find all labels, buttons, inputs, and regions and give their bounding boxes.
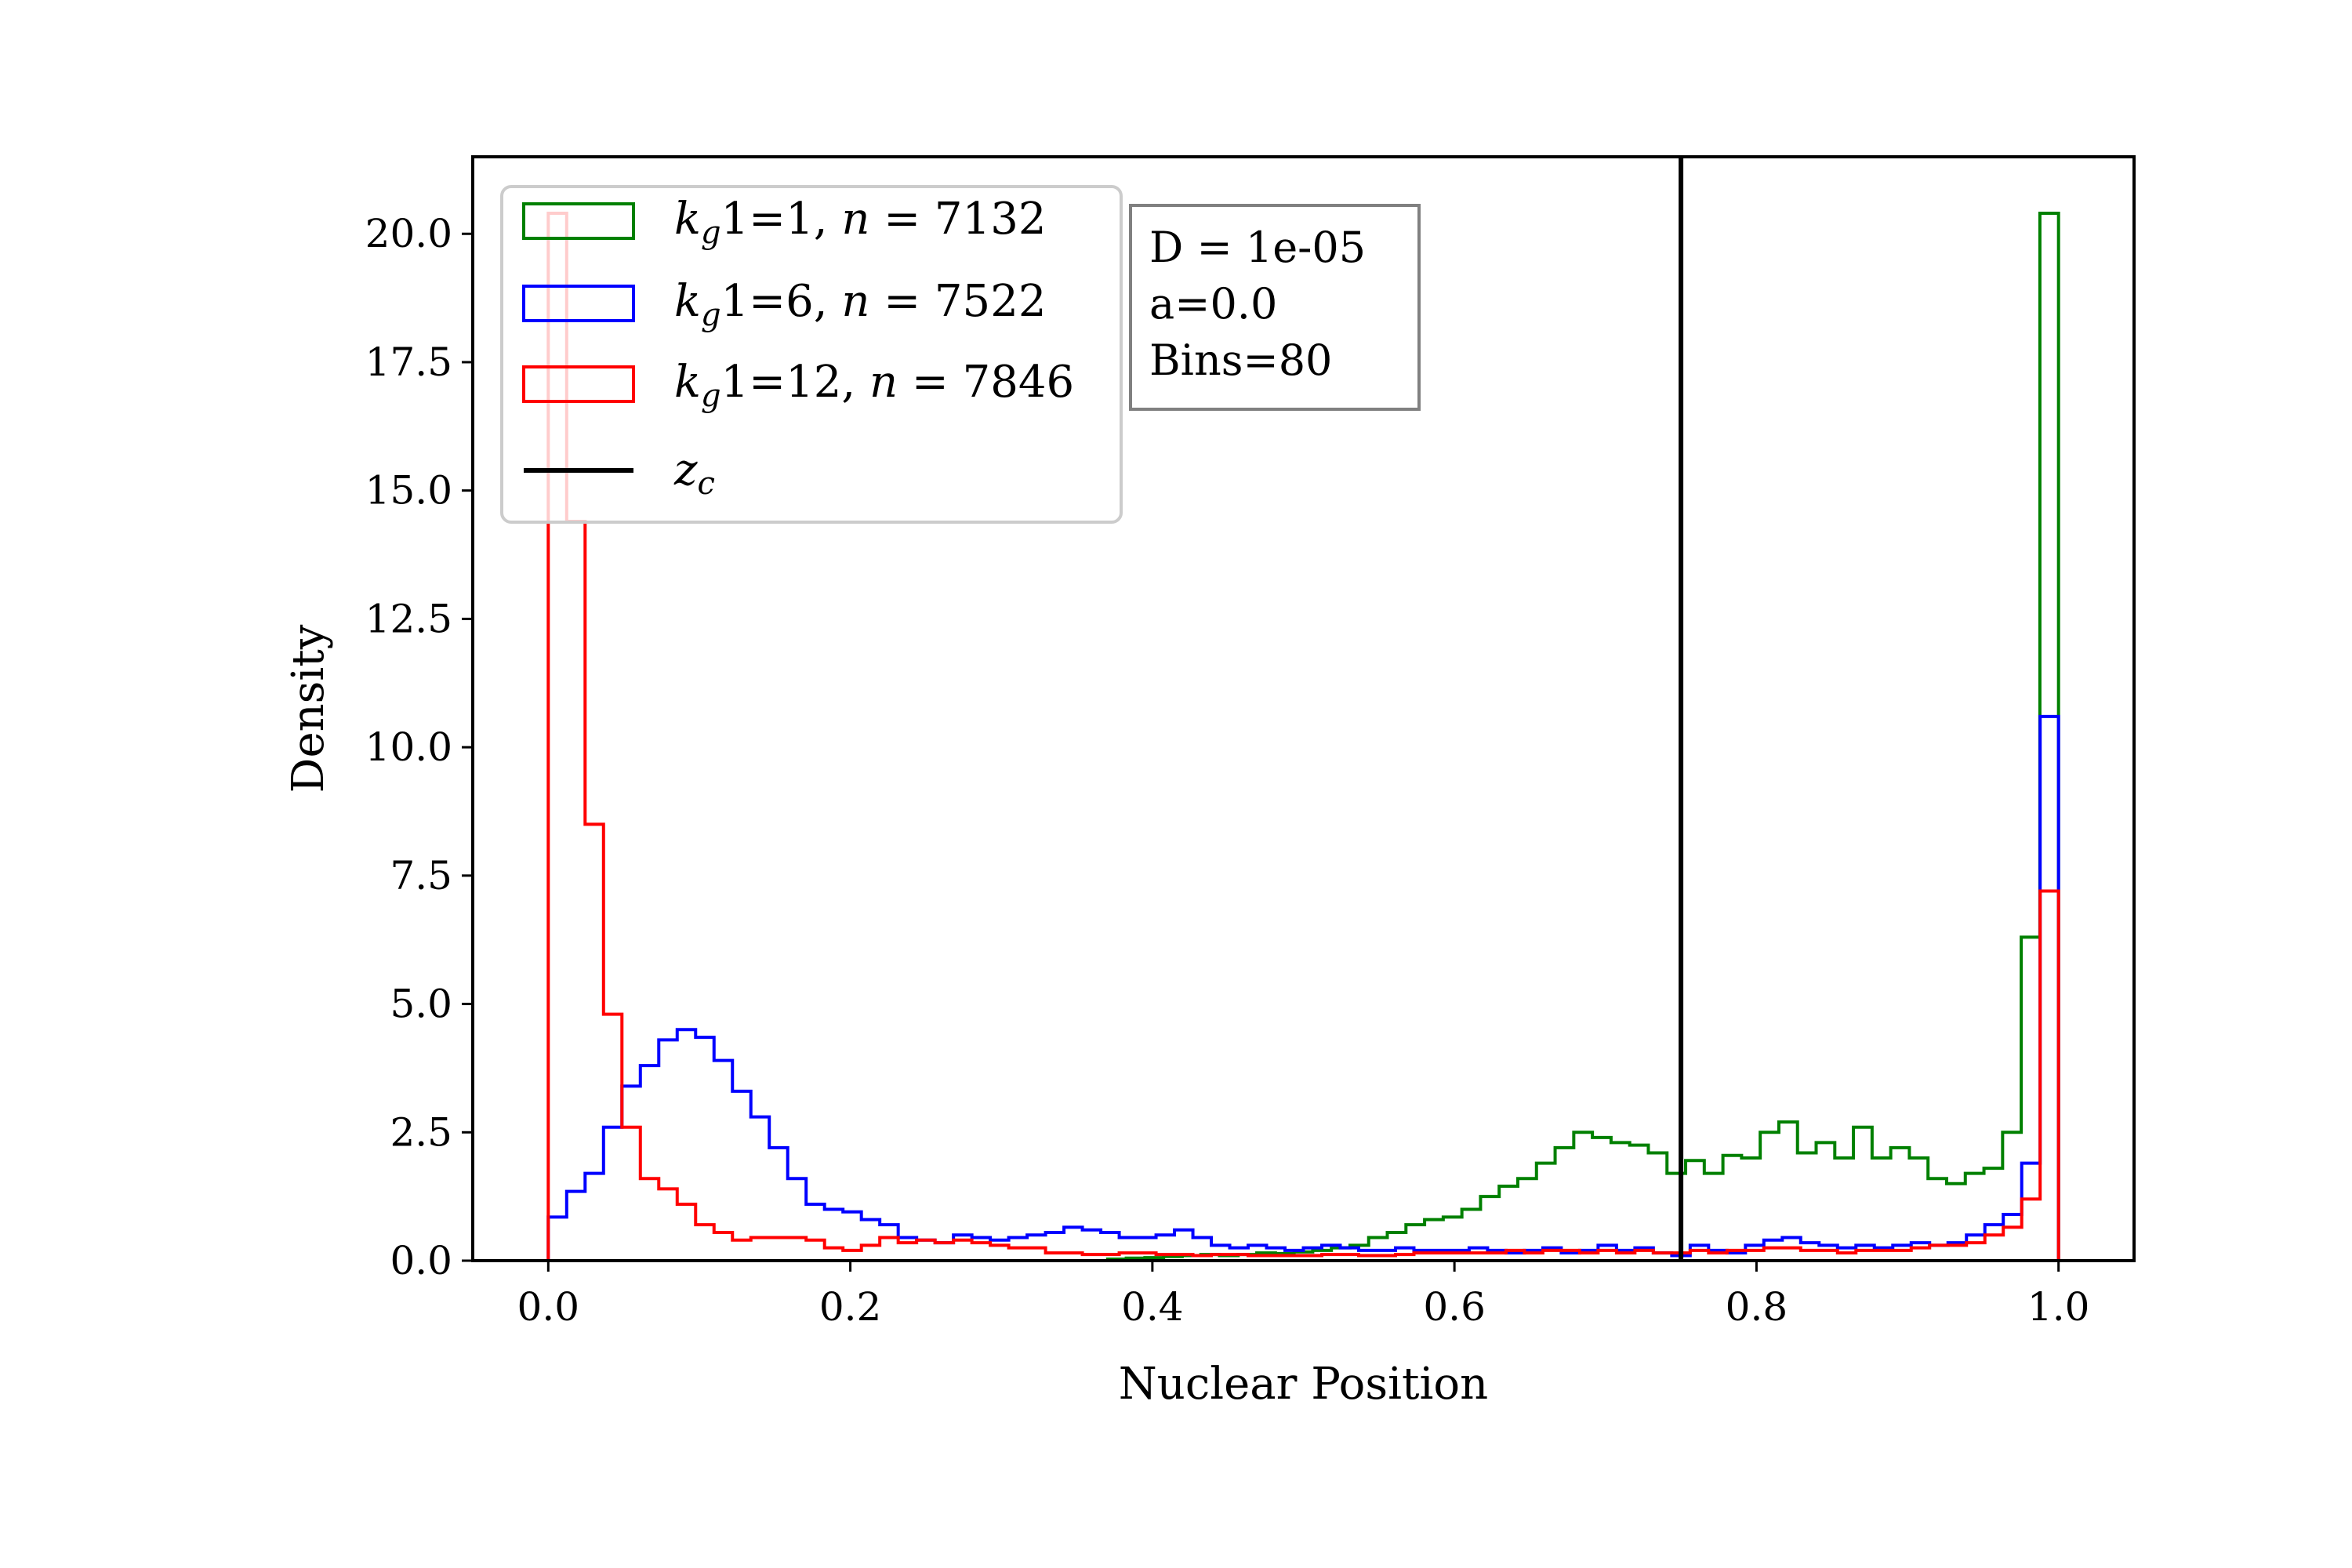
info-box: D = 1e-05 a=0.0 Bins=80 xyxy=(1129,204,1421,411)
legend-swatch-3 xyxy=(522,365,635,403)
info-line-a: a=0.0 xyxy=(1149,279,1277,328)
x-axis-label: Nuclear Position xyxy=(1119,1359,1488,1410)
legend-label-zc: zc xyxy=(673,445,715,502)
legend-label-2: kg1=6, n = 7522 xyxy=(674,276,1046,333)
legend-entries: kg1=1, n = 7132 kg1=6, n = 7522 kg1=12, n … xyxy=(522,194,1074,502)
info-line-diffusion: D = 1e-05 xyxy=(1149,223,1366,272)
y-tick-label: 5.0 xyxy=(390,982,452,1027)
legend-box xyxy=(500,185,1123,524)
legend-label-1: kg1=1, n = 7132 xyxy=(674,194,1046,251)
y-tick-label: 15.0 xyxy=(365,468,452,514)
y-tick-label: 12.5 xyxy=(365,596,452,641)
y-tick-label: 17.5 xyxy=(365,339,452,385)
y-axis-ticks: 0.0 2.5 5.0 7.5 10.0 12.5 15.0 17.5 20.0 xyxy=(365,211,473,1283)
info-line-bins: Bins=80 xyxy=(1149,336,1332,385)
y-tick-label: 0.0 xyxy=(390,1238,452,1283)
series-line-2 xyxy=(546,714,2060,1261)
x-tick-label: 0.2 xyxy=(819,1284,882,1330)
y-tick-label: 7.5 xyxy=(390,853,452,898)
x-tick-label: 0.4 xyxy=(1121,1284,1184,1330)
legend-swatch-2 xyxy=(522,285,635,322)
x-axis-ticks: 0.0 0.2 0.4 0.6 0.8 1.0 xyxy=(517,1261,2090,1330)
x-tick-label: 0.8 xyxy=(1726,1284,1788,1330)
series-line-3 xyxy=(546,212,2060,1261)
info-box-frame xyxy=(1129,204,1421,411)
legend: kg1=1, n = 7132 kg1=6, n = 7522 kg1=12, n … xyxy=(500,185,1123,524)
x-tick-label: 0.6 xyxy=(1423,1284,1486,1330)
x-tick-label: 1.0 xyxy=(2027,1284,2090,1330)
legend-label-3: kg1=12, n = 7846 xyxy=(674,357,1074,414)
y-tick-label: 10.0 xyxy=(365,724,452,770)
y-tick-label: 2.5 xyxy=(390,1109,452,1155)
y-tick-label: 20.0 xyxy=(365,211,452,256)
plot-frame xyxy=(471,155,2136,1262)
x-tick-label: 0.0 xyxy=(517,1284,580,1330)
legend-swatch-1 xyxy=(522,202,635,240)
y-axis-label: Density xyxy=(283,624,334,793)
